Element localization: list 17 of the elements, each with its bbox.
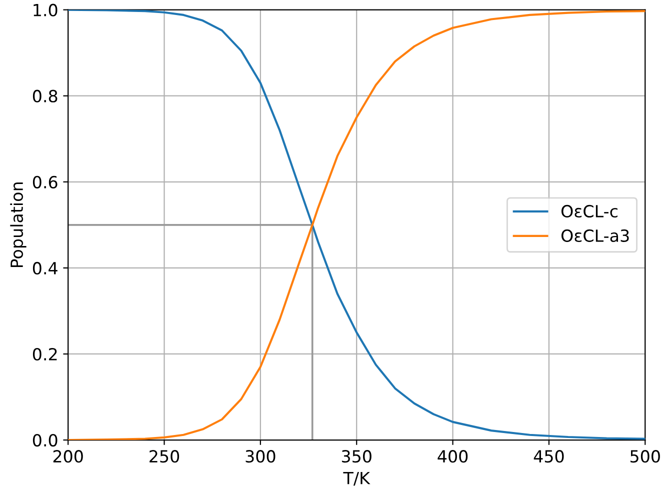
y-tick-label: 1.0 — [34, 4, 58, 16]
x-tick-label: 450 — [534, 450, 564, 463]
legend-label: OεCL-a3 — [561, 229, 629, 242]
x-tick-label: 350 — [342, 450, 372, 463]
y-tick-label: 0.2 — [32, 348, 57, 361]
legend-label: OεCL-c — [561, 204, 618, 218]
y-tick-label: 0.0 — [32, 434, 58, 447]
y-tick-label: 0.6 — [32, 176, 58, 188]
x-axis-title: T/K — [343, 472, 370, 486]
x-tick-label: 300 — [246, 450, 276, 463]
x-tick-label: 500 — [630, 450, 660, 463]
x-tick-label: 200 — [53, 450, 83, 463]
y-tick-label: 0.4 — [32, 262, 58, 274]
y-axis-title: Population — [10, 182, 26, 268]
x-tick-label: 250 — [150, 450, 180, 463]
x-tick-label: 400 — [438, 450, 468, 463]
y-tick-label: 0.8 — [32, 90, 58, 102]
